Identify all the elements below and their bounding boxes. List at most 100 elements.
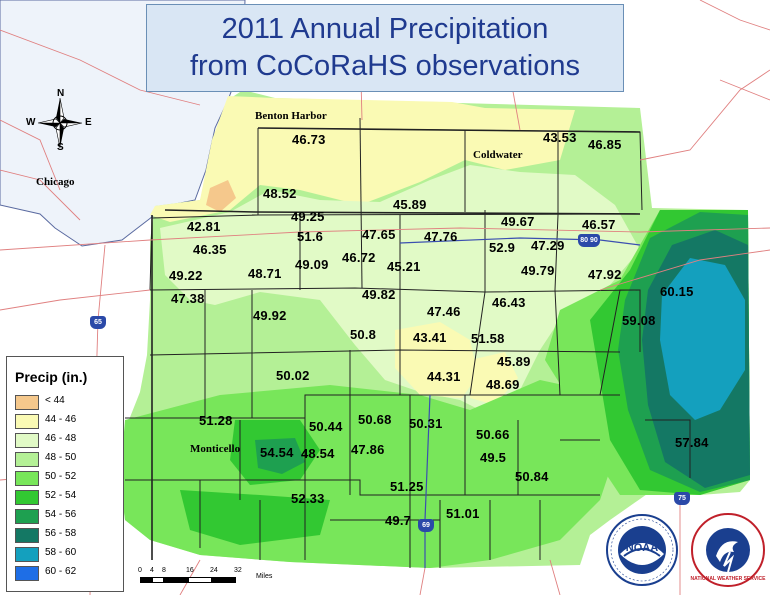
observation-value: 47.86 bbox=[351, 442, 385, 457]
observation-value: 49.7 bbox=[385, 513, 412, 528]
city-label-chicago: Chicago bbox=[36, 176, 75, 188]
observation-value: 51.58 bbox=[471, 331, 505, 346]
observation-value: 49.67 bbox=[501, 214, 535, 229]
legend-swatch bbox=[15, 414, 39, 429]
county-lines bbox=[125, 117, 691, 568]
interstate-shield-icon: 80 90 bbox=[578, 234, 600, 247]
observation-value: 50.8 bbox=[350, 327, 377, 342]
compass-star-icon bbox=[37, 97, 83, 149]
precip-shading bbox=[120, 90, 750, 568]
observation-value: 46.43 bbox=[492, 295, 526, 310]
scale-tick-label: 16 bbox=[186, 567, 194, 574]
legend-swatch bbox=[15, 528, 39, 543]
observation-value: 46.73 bbox=[292, 132, 326, 147]
observation-value: 45.89 bbox=[497, 354, 531, 369]
interstate-shield-icon: 75 bbox=[674, 492, 690, 505]
observation-value: 51.28 bbox=[199, 413, 233, 428]
legend-swatch bbox=[15, 452, 39, 467]
observation-value: 54.54 bbox=[260, 445, 294, 460]
state-lines bbox=[151, 127, 641, 560]
observation-value: 49.09 bbox=[295, 257, 329, 272]
observation-value: 49.22 bbox=[169, 268, 203, 283]
observation-value: 51.25 bbox=[390, 479, 424, 494]
scale-unit-label: Miles bbox=[256, 573, 273, 580]
nws-emblem-icon bbox=[691, 513, 765, 587]
observation-value: 49.82 bbox=[362, 287, 396, 302]
legend-swatch bbox=[15, 395, 39, 410]
legend-item-label: 58 - 60 bbox=[45, 547, 77, 558]
observation-value: 50.44 bbox=[309, 419, 343, 434]
map-title-line-2: from CoCoRaHS observations bbox=[189, 50, 581, 82]
observation-value: 57.84 bbox=[675, 435, 709, 450]
legend-item-label: 50 - 52 bbox=[45, 471, 77, 482]
observation-value: 49.25 bbox=[291, 209, 325, 224]
observation-value: 50.31 bbox=[409, 416, 443, 431]
observation-value: 45.89 bbox=[393, 197, 427, 212]
observation-value: 49.79 bbox=[521, 263, 555, 278]
city-label-benton-harbor: Benton Harbor bbox=[255, 110, 327, 122]
scale-tick-label: 32 bbox=[234, 567, 242, 574]
legend-swatch bbox=[15, 471, 39, 486]
observation-value: 50.66 bbox=[476, 427, 510, 442]
legend-swatch bbox=[15, 490, 39, 505]
observation-value: 52.33 bbox=[291, 491, 325, 506]
legend-swatch bbox=[15, 509, 39, 524]
compass-north-label: N bbox=[57, 88, 65, 99]
compass-south-label: S bbox=[57, 142, 64, 153]
observation-value: 43.53 bbox=[543, 130, 577, 145]
legend-swatch bbox=[15, 566, 39, 581]
compass-west-label: W bbox=[26, 117, 36, 128]
shade-44-46-north bbox=[150, 96, 575, 222]
legend-item-label: 44 - 46 bbox=[45, 414, 77, 425]
observation-value: 49.5 bbox=[480, 450, 507, 465]
scale-segment bbox=[212, 577, 236, 583]
city-label-monticello: Monticello bbox=[190, 443, 241, 455]
scale-tick-label: 24 bbox=[210, 567, 218, 574]
legend-item-label: 52 - 54 bbox=[45, 490, 77, 501]
observation-value: 46.35 bbox=[193, 242, 227, 257]
shade-under-44 bbox=[206, 180, 236, 212]
scale-segment bbox=[140, 577, 152, 583]
legend-item-label: < 44 bbox=[45, 395, 65, 406]
legend-item-label: 46 - 48 bbox=[45, 433, 77, 444]
map-title-box: 2011 Annual Precipitation from CoCoRaHS … bbox=[146, 4, 624, 92]
observation-value: 50.68 bbox=[358, 412, 392, 427]
legend-item-label: 56 - 58 bbox=[45, 528, 77, 539]
map-title-line-1: 2011 Annual Precipitation bbox=[221, 13, 549, 45]
observation-value: 46.85 bbox=[588, 137, 622, 152]
legend-title: Precip (in.) bbox=[15, 369, 88, 385]
city-label-coldwater: Coldwater bbox=[473, 149, 523, 161]
observation-value: 44.31 bbox=[427, 369, 461, 384]
observation-value: 47.65 bbox=[362, 227, 396, 242]
nws-wordmark: NATIONAL WEATHER SERVICE bbox=[690, 576, 766, 582]
legend-swatch bbox=[15, 547, 39, 562]
observation-value: 47.46 bbox=[427, 304, 461, 319]
shade-52-54-south bbox=[180, 490, 330, 545]
scale-tick-label: 8 bbox=[162, 567, 166, 574]
observation-value: 52.9 bbox=[489, 240, 516, 255]
noaa-logo: NOAA bbox=[606, 514, 678, 586]
compass-rose: N S W E bbox=[26, 88, 92, 153]
observation-value: 45.21 bbox=[387, 259, 421, 274]
legend-item-label: 48 - 50 bbox=[45, 452, 77, 463]
shade-54-56-southwest bbox=[255, 438, 305, 474]
scale-segment bbox=[152, 577, 164, 583]
shade-44-46-central bbox=[395, 322, 478, 398]
nws-logo: NATIONAL WEATHER SERVICE bbox=[690, 512, 766, 588]
observation-value: 48.71 bbox=[248, 266, 282, 281]
noaa-emblem-icon bbox=[606, 514, 678, 586]
observation-value: 42.81 bbox=[187, 219, 221, 234]
observation-value: 50.84 bbox=[515, 469, 549, 484]
observation-value: 47.76 bbox=[424, 229, 458, 244]
scale-segment bbox=[188, 577, 212, 583]
shade-44-46-south bbox=[470, 352, 518, 405]
shade-58-60 bbox=[660, 258, 745, 420]
scale-tick-label: 0 bbox=[138, 567, 142, 574]
observation-value: 47.92 bbox=[588, 267, 622, 282]
observation-value: 48.52 bbox=[263, 186, 297, 201]
scale-tick-label: 4 bbox=[150, 567, 154, 574]
noaa-wordmark: NOAA bbox=[625, 542, 659, 554]
observation-value: 47.29 bbox=[531, 238, 565, 253]
legend-swatch bbox=[15, 433, 39, 448]
